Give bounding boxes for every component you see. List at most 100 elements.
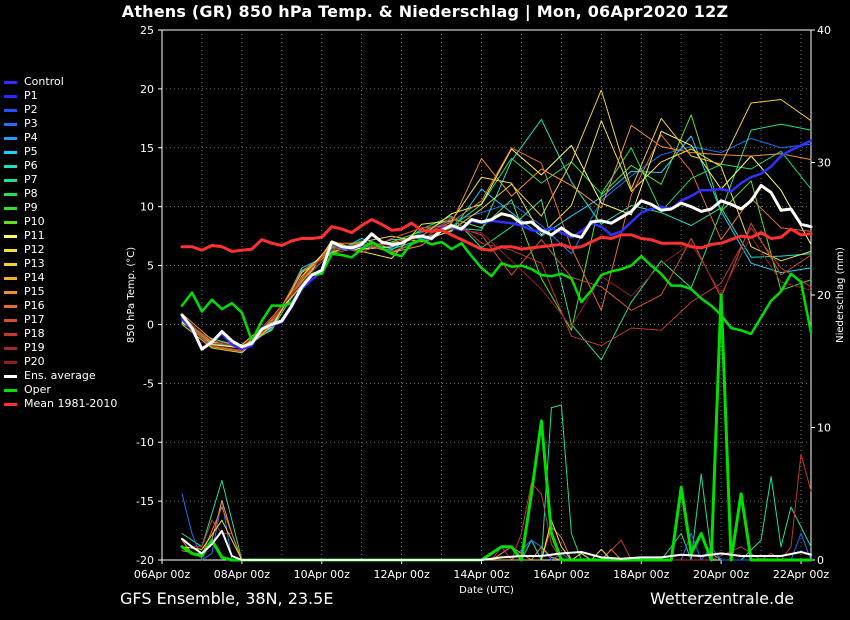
chart-title: Athens (GR) 850 hPa Temp. & Niederschlag… bbox=[121, 2, 729, 21]
legend-label: P12 bbox=[24, 243, 45, 256]
legend-swatch bbox=[4, 346, 17, 350]
legend-item: P3 bbox=[4, 117, 117, 131]
temp-line-p12 bbox=[181, 120, 812, 345]
legend-label: P15 bbox=[24, 285, 45, 298]
legend-swatch bbox=[4, 136, 17, 140]
legend-item: P2 bbox=[4, 103, 117, 117]
legend-label: P5 bbox=[24, 145, 38, 158]
legend-label: P3 bbox=[24, 117, 38, 130]
x-tick-label: 14Apr 00z bbox=[453, 568, 510, 581]
y2-tick-label: 0 bbox=[817, 554, 824, 567]
legend-item: P10 bbox=[4, 215, 117, 229]
legend-label: P2 bbox=[24, 103, 38, 116]
legend-item: P6 bbox=[4, 159, 117, 173]
x-tick-label: 18Apr 00z bbox=[613, 568, 670, 581]
y-tick-label: 5 bbox=[147, 260, 154, 273]
legend-label: Ens. average bbox=[24, 369, 96, 382]
legend-swatch bbox=[4, 402, 17, 406]
legend-swatch bbox=[4, 80, 17, 84]
legend-item: P11 bbox=[4, 229, 117, 243]
legend-swatch bbox=[4, 150, 17, 154]
y-tick-label: -15 bbox=[136, 495, 154, 508]
precip-line-ens-average bbox=[181, 529, 812, 561]
legend-label: P16 bbox=[24, 299, 45, 312]
x-tick-label: 20Apr 00z bbox=[693, 568, 750, 581]
legend-label: Oper bbox=[24, 383, 51, 396]
legend-label: P11 bbox=[24, 229, 45, 242]
legend-item: P1 bbox=[4, 89, 117, 103]
legend-swatch bbox=[4, 248, 17, 252]
temp-line-p16 bbox=[181, 134, 812, 352]
y2-tick-label: 20 bbox=[817, 289, 831, 302]
legend-item: Control bbox=[4, 75, 117, 89]
legend-item: P13 bbox=[4, 257, 117, 271]
legend-swatch bbox=[4, 290, 17, 294]
legend-label: P19 bbox=[24, 341, 45, 354]
legend-swatch bbox=[4, 108, 17, 112]
y2-tick-label: 40 bbox=[817, 24, 831, 37]
legend-label: P10 bbox=[24, 215, 45, 228]
legend-item: P9 bbox=[4, 201, 117, 215]
legend-item: P16 bbox=[4, 299, 117, 313]
temp-line-p20 bbox=[181, 228, 812, 348]
legend-item: P19 bbox=[4, 341, 117, 355]
x-tick-label: 10Apr 00z bbox=[294, 568, 351, 581]
x-tick-label: 06Apr 00z bbox=[134, 568, 191, 581]
legend-label: P7 bbox=[24, 173, 38, 186]
legend-swatch bbox=[4, 332, 17, 336]
y2-tick-label: 10 bbox=[817, 422, 831, 435]
y-tick-label: 15 bbox=[140, 142, 154, 155]
precip-line-oper bbox=[180, 293, 813, 562]
legend-item: Ens. average bbox=[4, 369, 117, 383]
legend-swatch bbox=[4, 276, 17, 280]
legend-item: P20 bbox=[4, 355, 117, 369]
temp-line-ens-average bbox=[180, 184, 813, 351]
legend-item: P5 bbox=[4, 145, 117, 159]
legend-swatch bbox=[4, 318, 17, 322]
legend-label: P8 bbox=[24, 187, 38, 200]
legend-swatch bbox=[4, 206, 17, 210]
legend-item: P7 bbox=[4, 173, 117, 187]
y2-axis-label: Niederschlag (mm) bbox=[835, 247, 846, 343]
legend-label: P4 bbox=[24, 131, 38, 144]
legend-label: Control bbox=[24, 75, 64, 88]
legend-swatch bbox=[4, 374, 17, 378]
legend-label: P1 bbox=[24, 89, 38, 102]
x-tick-label: 08Apr 00z bbox=[214, 568, 271, 581]
legend-swatch bbox=[4, 178, 17, 182]
x-tick-label: 12Apr 00z bbox=[373, 568, 430, 581]
temp-line-oper bbox=[180, 238, 813, 343]
y-axis-label: 850 hPa Temp. (°C) bbox=[126, 247, 137, 343]
legend-swatch bbox=[4, 220, 17, 224]
temp-line-mean-1981-2010 bbox=[180, 218, 813, 253]
legend-swatch bbox=[4, 304, 17, 308]
legend-item: P17 bbox=[4, 313, 117, 327]
legend-label: P13 bbox=[24, 257, 45, 270]
legend-label: P17 bbox=[24, 313, 45, 326]
y-tick-label: 25 bbox=[140, 24, 154, 37]
y-tick-label: 0 bbox=[147, 318, 154, 331]
legend-item: P4 bbox=[4, 131, 117, 145]
x-tick-label: 16Apr 00z bbox=[533, 568, 590, 581]
legend-item: P18 bbox=[4, 327, 117, 341]
legend-item: P12 bbox=[4, 243, 117, 257]
legend-swatch bbox=[4, 360, 17, 364]
y-tick-label: -10 bbox=[136, 436, 154, 449]
legend-label: P9 bbox=[24, 201, 38, 214]
x-axis-label: Date (UTC) bbox=[459, 585, 514, 596]
legend-swatch bbox=[4, 94, 17, 98]
legend-item: Oper bbox=[4, 383, 117, 397]
x-tick-label: 22Apr 00z bbox=[773, 568, 830, 581]
legend-label: P6 bbox=[24, 159, 38, 172]
y-tick-label: 20 bbox=[140, 83, 154, 96]
model-info: GFS Ensemble, 38N, 23.5E bbox=[120, 589, 334, 608]
y2-tick-label: 30 bbox=[817, 157, 831, 170]
legend: Control P1 P2 P3 P4 P5 P6 P7 P8 P9 P10 P11 P12 P13 P14… bbox=[4, 75, 117, 411]
legend-swatch bbox=[4, 164, 17, 168]
y-tick-label: -5 bbox=[143, 377, 154, 390]
legend-swatch bbox=[4, 262, 17, 266]
y-tick-label: -20 bbox=[136, 554, 154, 567]
legend-label: P18 bbox=[24, 327, 45, 340]
legend-swatch bbox=[4, 388, 17, 392]
